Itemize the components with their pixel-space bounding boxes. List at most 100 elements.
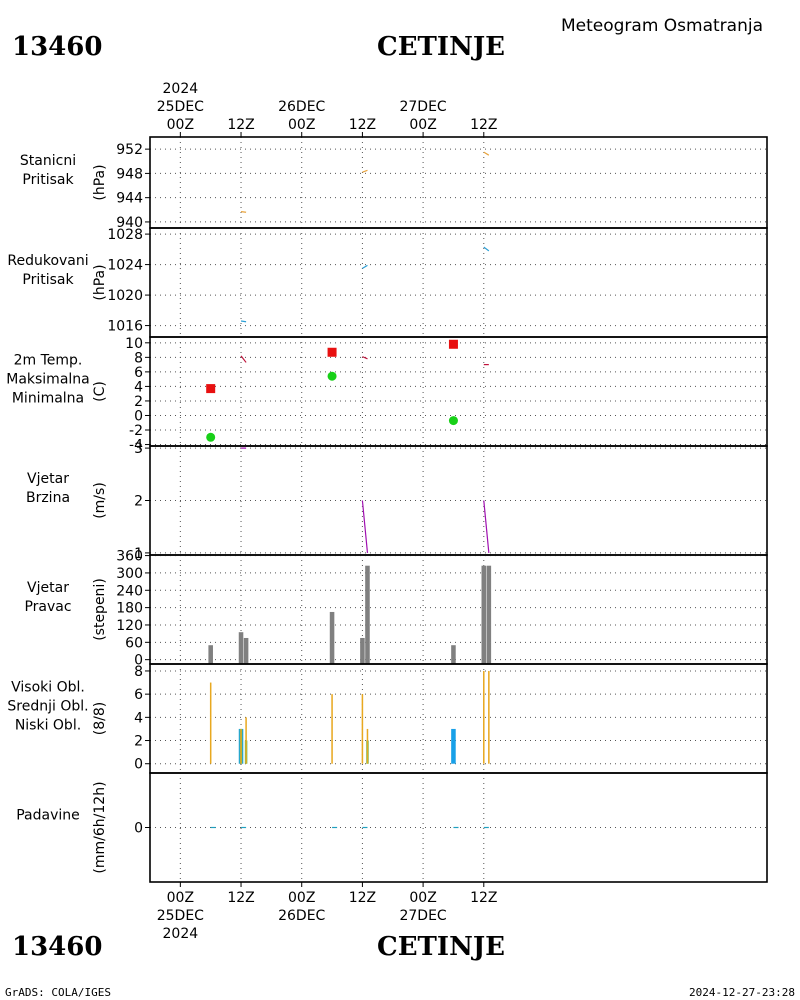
y-tick-label-station_pressure: 944	[116, 191, 143, 207]
bar-clouds	[366, 728, 369, 764]
bar-wind_direction	[486, 565, 492, 664]
y-tick-label-reduced_pressure: 1016	[107, 319, 143, 335]
bar-clouds	[488, 670, 490, 764]
x-tick-label-bottom: 00Z	[409, 890, 436, 906]
y-tick-label-wind_speed: 1	[134, 546, 143, 562]
x-tick-label-bottom: 00Z	[167, 890, 194, 906]
panel-frame-precipitation	[149, 772, 768, 883]
series-line-station_pressure	[240, 211, 247, 213]
y-tick-label-wind_direction: 240	[116, 583, 143, 599]
x-tick-label-bottom: 12Z	[227, 890, 254, 906]
series-line-reduced_pressure	[362, 264, 368, 269]
bar-wind_direction	[481, 565, 487, 664]
bar-clouds	[331, 694, 333, 764]
x-date-label-top: 27DEC	[399, 99, 446, 115]
y-tick-label-temperature: 6	[134, 365, 143, 381]
bar-clouds	[245, 717, 247, 764]
y-tick-label-reduced_pressure: 1020	[107, 288, 143, 304]
x-date-label-bottom: 27DEC	[399, 908, 446, 924]
station-id-bottom: 13460	[12, 932, 102, 962]
series-line-temperature	[362, 356, 368, 360]
y-tick-label-clouds: 6	[134, 687, 143, 703]
panel-label-clouds: Srednji Obl.	[7, 699, 88, 715]
station-name-top: CETINJE	[377, 32, 505, 62]
y-tick-label-clouds: 4	[134, 710, 143, 726]
y-tick-label-reduced_pressure: 1028	[107, 227, 143, 243]
footer-source: GrADS: COLA/IGES	[5, 986, 111, 999]
bar-wind_direction	[238, 632, 244, 664]
panel-label-temperature: Maksimalna	[6, 372, 90, 388]
y-tick-label-station_pressure: 952	[116, 142, 143, 158]
bar-wind_direction	[360, 637, 365, 664]
x-tick-label-top: 00Z	[288, 117, 315, 133]
y-tick-label-precipitation: 0	[134, 821, 143, 837]
panel-label-reduced_pressure: Redukovani	[7, 253, 88, 269]
bar-clouds	[361, 694, 364, 764]
y-tick-label-station_pressure: 940	[116, 215, 143, 231]
bar-wind_direction	[329, 611, 335, 664]
bar-clouds	[483, 670, 485, 764]
y-tick-label-wind_direction: 180	[116, 601, 143, 617]
unit-label-wind_speed: (m/s)	[92, 482, 108, 519]
series-line-station_pressure	[362, 169, 368, 173]
temp-min-marker	[327, 371, 337, 381]
y-tick-label-wind_speed: 3	[134, 441, 143, 457]
panel-frame-temperature	[149, 336, 768, 447]
x-year-label-bottom: 2024	[163, 926, 199, 942]
footer-timestamp: 2024-12-27-23:28	[689, 986, 795, 999]
panel-label-clouds: Visoki Obl.	[11, 680, 85, 696]
y-tick-label-clouds: 0	[134, 757, 143, 773]
series-line-wind_speed	[483, 500, 490, 553]
bar-wind_direction	[451, 645, 456, 664]
panel-label-wind_direction: Vjetar	[27, 580, 69, 596]
panel-label-clouds: Niski Obl.	[15, 718, 81, 734]
unit-label-wind_direction: (stepeni)	[92, 578, 108, 641]
x-year-label-top: 2024	[163, 81, 199, 97]
station-id-top: 13460	[12, 32, 102, 62]
y-tick-label-wind_speed: 2	[134, 494, 143, 510]
panel-label-station_pressure: Stanicni	[20, 153, 76, 169]
station-name-bottom: CETINJE	[377, 932, 505, 962]
y-tick-label-wind_direction: 60	[125, 635, 143, 651]
meteogram-subtitle: Meteogram Osmatranja	[561, 16, 763, 36]
x-tick-label-bottom: 12Z	[470, 890, 497, 906]
y-tick-label-temperature: 4	[134, 379, 143, 395]
x-tick-label-bottom: 00Z	[288, 890, 315, 906]
y-tick-label-clouds: 8	[134, 664, 143, 680]
y-tick-label-clouds: 2	[134, 734, 143, 750]
panel-label-station_pressure: Pritisak	[22, 172, 74, 188]
x-tick-label-top: 12Z	[470, 117, 497, 133]
y-tick-label-station_pressure: 948	[116, 166, 143, 182]
x-tick-label-top: 12Z	[349, 117, 376, 133]
y-tick-label-wind_direction: 120	[116, 618, 143, 634]
panel-label-temperature: 2m Temp.	[14, 353, 83, 369]
temp-max-marker	[448, 339, 458, 349]
y-tick-label-temperature: 10	[125, 336, 143, 352]
y-tick-label-temperature: 2	[134, 394, 143, 410]
x-tick-label-top: 00Z	[409, 117, 436, 133]
panel-frame-station_pressure	[149, 136, 768, 229]
unit-label-reduced_pressure: (hPa)	[92, 264, 108, 300]
series-line-reduced_pressure	[483, 246, 490, 252]
bar-clouds	[451, 728, 456, 764]
panel-label-precipitation: Padavine	[16, 808, 80, 824]
series-line-station_pressure	[483, 151, 490, 156]
plot-area: 940944948952(hPa)StanicniPritisak1016102…	[6, 81, 768, 942]
x-date-label-bottom: 25DEC	[157, 908, 204, 924]
temp-min-marker	[448, 416, 458, 426]
panel-frame-wind_speed	[149, 445, 768, 556]
panel-label-temperature: Minimalna	[12, 391, 84, 407]
series-line-reduced_pressure	[240, 320, 247, 323]
x-tick-label-top: 00Z	[167, 117, 194, 133]
panel-label-wind_direction: Pravac	[24, 599, 71, 615]
unit-label-temperature: (C)	[92, 381, 108, 402]
bar-clouds	[209, 682, 212, 764]
y-tick-label-wind_direction: 360	[116, 549, 143, 565]
bar-clouds	[240, 728, 242, 764]
temp-max-marker	[206, 384, 216, 394]
panel-label-wind_speed: Brzina	[26, 490, 70, 506]
panel-label-wind_speed: Vjetar	[27, 471, 69, 487]
panel-label-reduced_pressure: Pritisak	[22, 272, 74, 288]
bar-wind_direction	[208, 645, 213, 664]
